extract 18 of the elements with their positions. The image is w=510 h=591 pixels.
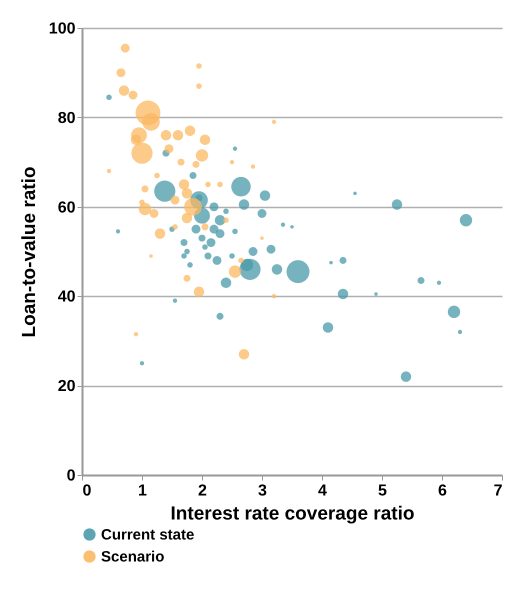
legend-label: Current state <box>101 526 194 544</box>
y-tick-label: 0 <box>66 468 76 484</box>
y-tick-label: 80 <box>58 110 76 127</box>
y-axis-title: Loan-to-value ratio <box>18 166 40 338</box>
x-tick-label: 1 <box>138 482 148 500</box>
y-tick-label: 20 <box>58 378 76 396</box>
x-tick-label: 6 <box>438 482 448 500</box>
x-tick-label: 2 <box>198 482 208 500</box>
legend-label: Scenario <box>101 548 164 566</box>
x-tick-label: 7 <box>494 482 503 500</box>
y-tick-label: 100 <box>48 20 76 38</box>
x-tick-label: 5 <box>378 482 388 500</box>
x-tick-label: 0 <box>82 482 92 500</box>
y-tick-label: 60 <box>58 199 76 216</box>
x-tick-label: 3 <box>258 482 268 500</box>
x-tick-label: 4 <box>318 482 328 500</box>
x-axis-title: Interest rate coverage ratio <box>170 504 414 524</box>
y-tick-label: 40 <box>58 288 76 306</box>
